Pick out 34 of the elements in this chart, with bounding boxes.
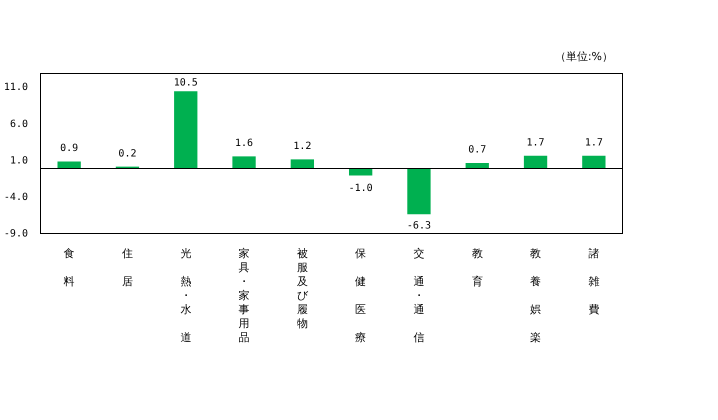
x-tick-label: 被服及び履物 (296, 247, 308, 331)
y-tick-label: -9.0 (4, 228, 28, 240)
data-label: 1.7 (526, 137, 545, 148)
data-label: 1.7 (584, 137, 603, 148)
y-tick-label: 11.0 (4, 82, 28, 94)
x-tick-label: 家具・家事用品 (238, 247, 250, 345)
category-label: 光熱・水道 (180, 247, 192, 344)
data-label: 0.9 (60, 143, 78, 154)
data-label: 0.2 (118, 148, 136, 160)
bar (232, 156, 256, 168)
category-label: 保健医療 (355, 247, 366, 344)
category-label: 住居 (122, 247, 133, 288)
y-tick-label: -4.0 (4, 192, 28, 204)
data-label: 1.2 (293, 140, 312, 152)
bar (290, 159, 314, 168)
category-label: 教養娯楽 (530, 247, 542, 344)
data-label: -6.3 (406, 220, 431, 232)
category-label: 諸雑費 (588, 247, 600, 316)
bar (466, 163, 489, 168)
category-label: 教育 (472, 247, 483, 288)
data-label: 10.5 (174, 78, 198, 89)
bar (582, 156, 606, 168)
bar (407, 168, 431, 214)
category-label: 交通・通信 (413, 247, 424, 344)
category-label: 食料 (64, 247, 75, 288)
bar (524, 156, 548, 168)
bar (57, 162, 81, 168)
data-label: 0.7 (468, 144, 486, 156)
data-label: -1.0 (348, 183, 373, 194)
data-label: 1.6 (235, 138, 254, 150)
bar (174, 91, 198, 168)
y-tick-label: 1.0 (10, 155, 28, 166)
y-tick-label: 6.0 (10, 118, 28, 130)
text: （単位:%） (554, 50, 613, 63)
